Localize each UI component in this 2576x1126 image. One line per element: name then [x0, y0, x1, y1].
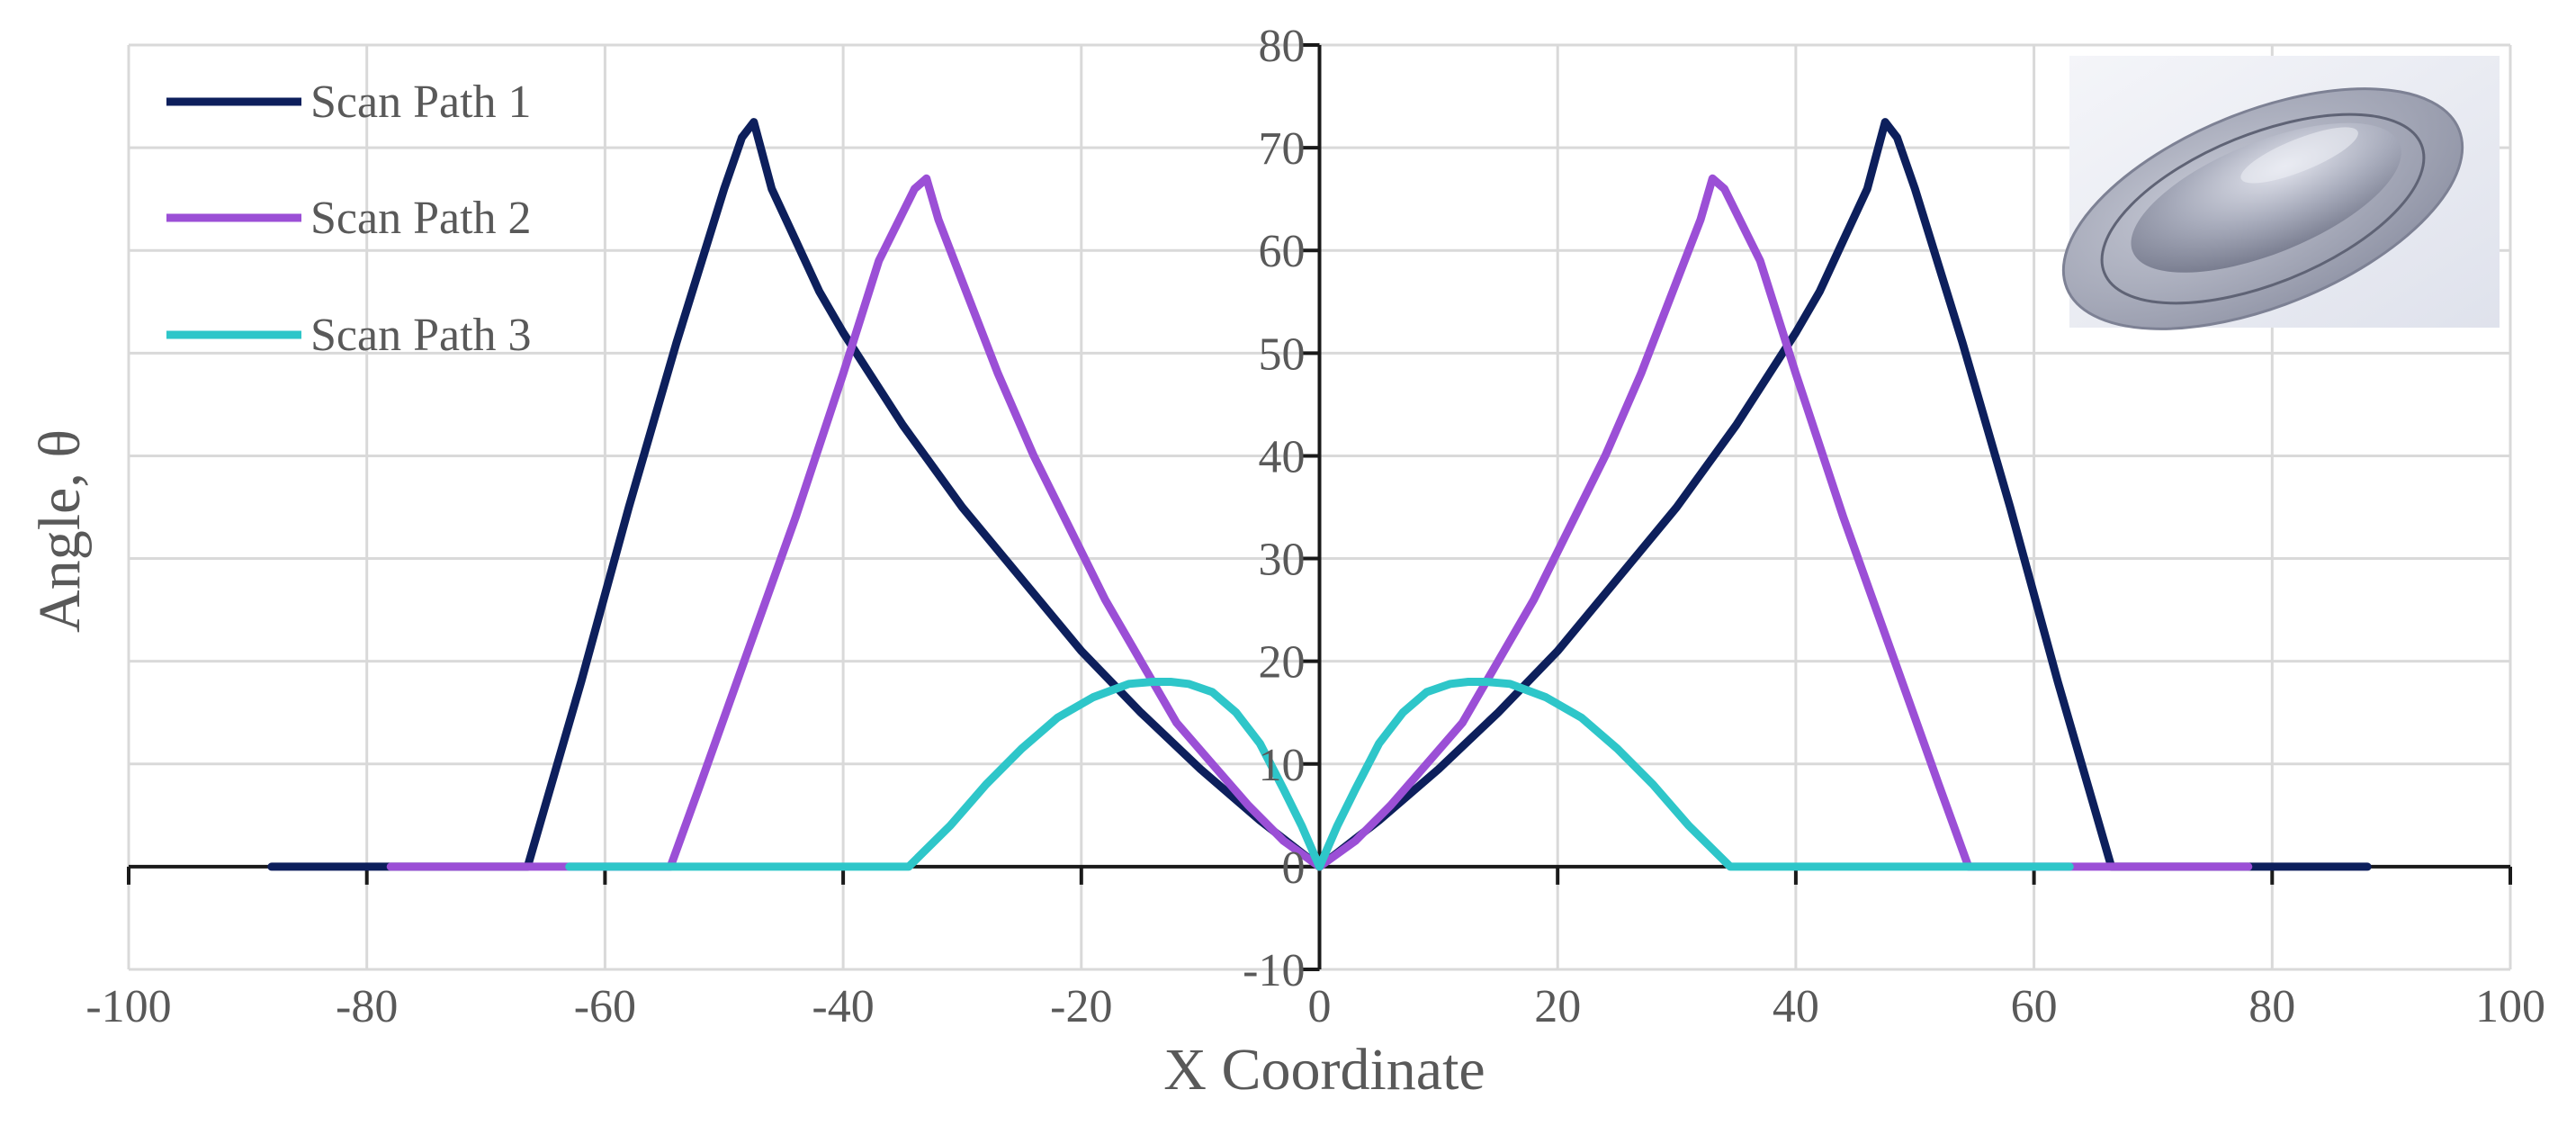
series-line-scan-path-3 — [565, 678, 2074, 871]
x-tick-label: -60 — [574, 981, 636, 1032]
legend-label-scan-path-3: Scan Path 3 — [310, 310, 532, 361]
x-tick-label: 80 — [2248, 981, 2295, 1032]
y-axis-title: Angle, θ — [27, 429, 93, 633]
y-tick-label: 70 — [1259, 123, 1306, 175]
x-axis-title: X Coordinate — [1163, 1037, 1485, 1103]
y-tick-label: 0 — [1282, 842, 1306, 894]
tick-labels: -100 -80 -60 -40 -20 0 20 40 60 80 100-10010203040… — [85, 21, 2545, 1032]
x-tick-label: 60 — [2011, 981, 2058, 1032]
legend-label-scan-path-1: Scan Path 1 — [310, 77, 532, 128]
x-tick-label: 100 — [2475, 981, 2545, 1032]
x-tick-label: -80 — [336, 981, 398, 1032]
y-tick-label: -10 — [1243, 945, 1305, 996]
flange-groove — [2100, 113, 2426, 305]
y-tick-label: 50 — [1259, 329, 1306, 380]
x-tick-label: -100 — [85, 981, 171, 1032]
y-tick-label: 20 — [1259, 637, 1306, 689]
dome-highlight — [2240, 127, 2358, 184]
y-tick-label: 60 — [1259, 226, 1306, 277]
legend-label-scan-path-2: Scan Path 2 — [310, 193, 532, 244]
y-tick-label: 80 — [1259, 21, 1306, 72]
x-tick-label: 40 — [1773, 981, 1819, 1032]
part-render-inset — [2061, 56, 2500, 330]
y-tick-label: 40 — [1259, 431, 1306, 482]
x-tick-label: -20 — [1050, 981, 1112, 1032]
y-tick-label: 30 — [1259, 535, 1306, 586]
y-tick-label: 10 — [1259, 740, 1306, 791]
series-layer — [267, 118, 2372, 871]
x-tick-label: -40 — [812, 981, 874, 1032]
x-tick-label: 20 — [1534, 981, 1581, 1032]
x-tick-label: 0 — [1308, 981, 1332, 1032]
legend: Scan Path 1 Scan Path 2 Scan Path 3 — [166, 77, 532, 361]
dome — [2131, 122, 2401, 273]
